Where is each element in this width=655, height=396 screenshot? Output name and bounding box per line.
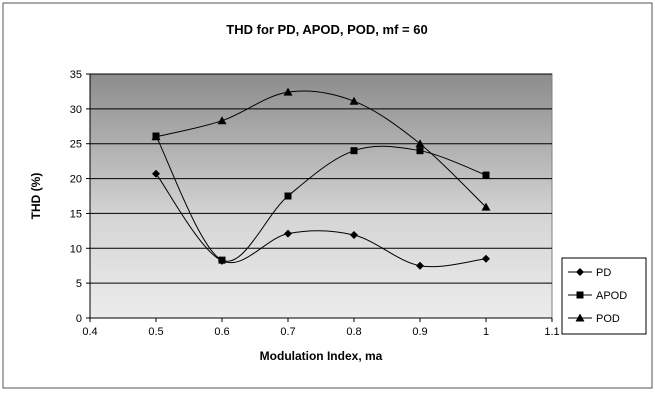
y-tick-label: 15 — [70, 208, 82, 220]
grid-lines — [90, 73, 552, 284]
series-pod — [151, 87, 491, 211]
x-tick-label: 0.5 — [148, 326, 163, 338]
data-point-apod — [416, 147, 424, 155]
legend-marker-pod — [575, 313, 585, 322]
x-tick-label: 0.4 — [82, 326, 97, 338]
y-tick-label: 0 — [76, 313, 82, 325]
data-point-pod — [151, 132, 161, 141]
data-point-pd — [350, 231, 358, 240]
x-tick-label: 0.8 — [346, 326, 361, 338]
data-point-pod — [481, 202, 491, 211]
legend: PD APOD POD — [561, 257, 647, 335]
chart-title: THD for PD, APOD, POD, mf = 60 — [226, 22, 427, 37]
y-tick-label: 5 — [76, 278, 82, 290]
x-tick-label: 0.6 — [214, 326, 229, 338]
y-tick-label: 25 — [70, 139, 82, 151]
x-tick-label: 0.7 — [280, 326, 295, 338]
y-tick-label: 20 — [70, 174, 82, 186]
data-point-pod — [217, 116, 227, 125]
data-point-pod — [283, 87, 293, 96]
data-point-apod — [350, 147, 358, 155]
x-tick-label: 1 — [483, 326, 489, 338]
axes — [89, 74, 552, 319]
data-point-apod — [218, 256, 226, 264]
legend-label-apod: APOD — [596, 290, 627, 302]
data-point-apod — [284, 192, 292, 200]
x-axis-title: Modulation Index, ma — [260, 349, 383, 363]
legend-marker-apod — [576, 291, 584, 299]
y-tick-label: 10 — [70, 243, 82, 255]
data-point-apod — [482, 171, 490, 179]
y-tick-label: 35 — [70, 69, 82, 81]
legend-marker-pd — [576, 268, 584, 276]
legend-label-pd: PD — [596, 267, 611, 279]
data-point-pod — [349, 96, 359, 105]
x-tick-label: 0.9 — [412, 326, 427, 338]
data-point-pd — [284, 229, 292, 238]
x-tick-label: 1.1 — [544, 326, 559, 338]
tick-labels: 0 5 10 15 20 25 30 35 0.4 0.5 0.6 0.7 0.8 0.9 1 1.1 — [70, 69, 560, 338]
plot-area — [89, 73, 553, 319]
y-axis-title: THD (%) — [29, 173, 43, 220]
y-tick-label: 30 — [70, 104, 82, 116]
series — [151, 87, 491, 270]
data-point-pod — [415, 139, 425, 148]
data-point-pd — [152, 169, 160, 178]
data-point-pd — [416, 261, 424, 270]
legend-label-pod: POD — [596, 313, 620, 325]
series-line-pod — [155, 90, 487, 208]
data-point-pd — [482, 254, 490, 263]
